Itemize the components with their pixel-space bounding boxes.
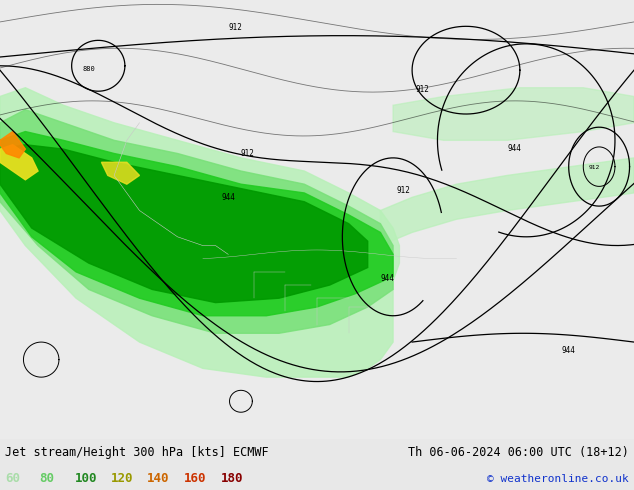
Text: 944: 944 — [561, 346, 575, 355]
Text: 944: 944 — [380, 274, 394, 283]
Text: Jet stream/Height 300 hPa [kts] ECMWF: Jet stream/Height 300 hPa [kts] ECMWF — [5, 446, 269, 460]
Text: 912: 912 — [228, 23, 242, 32]
Text: 912: 912 — [396, 186, 410, 195]
Text: 60: 60 — [5, 472, 20, 485]
Polygon shape — [380, 158, 634, 245]
Polygon shape — [0, 145, 38, 180]
Text: 160: 160 — [184, 472, 206, 485]
Polygon shape — [0, 145, 368, 303]
Text: 100: 100 — [75, 472, 97, 485]
Text: © weatheronline.co.uk: © weatheronline.co.uk — [487, 474, 629, 484]
Text: 140: 140 — [147, 472, 169, 485]
Text: 120: 120 — [111, 472, 133, 485]
Text: Th 06-06-2024 06:00 UTC (18+12): Th 06-06-2024 06:00 UTC (18+12) — [408, 446, 629, 460]
Polygon shape — [101, 162, 139, 184]
Text: 944: 944 — [507, 144, 521, 153]
Polygon shape — [393, 88, 634, 140]
Polygon shape — [0, 88, 399, 377]
Text: 80: 80 — [39, 472, 55, 485]
Polygon shape — [0, 110, 393, 333]
Text: 944: 944 — [222, 193, 236, 201]
Text: 180: 180 — [221, 472, 243, 485]
Text: 912: 912 — [588, 165, 600, 171]
Text: 880: 880 — [82, 66, 95, 72]
Text: 912: 912 — [415, 85, 429, 94]
Polygon shape — [0, 132, 25, 158]
Polygon shape — [0, 132, 393, 316]
Text: 912: 912 — [241, 148, 255, 158]
